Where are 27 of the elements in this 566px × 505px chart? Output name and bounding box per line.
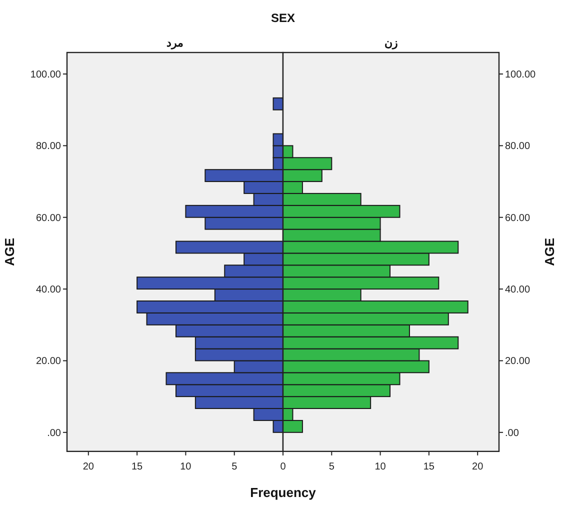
y-tick-label: 40.00 xyxy=(505,284,530,296)
x-tick-label: 0 xyxy=(280,461,286,472)
x-tick-label: 10 xyxy=(374,461,386,472)
y-tick-label: 60.00 xyxy=(505,212,530,224)
chart-subtitle: مرد xyxy=(166,38,184,50)
x-tick-label: 5 xyxy=(328,461,335,472)
y-tick-label: 80.00 xyxy=(36,141,62,152)
x-axis-title: Frequency xyxy=(250,485,317,500)
y-axis-title: AGE xyxy=(542,238,557,266)
y-tick-label: .00 xyxy=(505,428,520,439)
chart-subtitle: زن xyxy=(384,38,398,50)
y-tick-label: 80.00 xyxy=(505,141,530,152)
chart-title: SEX xyxy=(270,11,296,25)
x-tick-label: 15 xyxy=(423,461,435,472)
y-tick-label: 100.00 xyxy=(30,70,62,81)
x-tick-label: 5 xyxy=(232,461,238,472)
x-tick-label: 20 xyxy=(82,461,94,472)
y-axis-title: AGE xyxy=(2,238,17,266)
x-tick-label: 10 xyxy=(180,461,192,472)
y-tick-label: 40.00 xyxy=(36,284,62,296)
y-tick-label: 100.00 xyxy=(505,70,536,81)
x-tick-label: 20 xyxy=(472,461,484,472)
y-tick-label: .00 xyxy=(47,428,62,439)
x-tick-label: 15 xyxy=(131,461,144,472)
y-tick-label: 20.00 xyxy=(505,356,530,368)
y-tick-label: 20.00 xyxy=(36,356,62,368)
y-tick-label: 60.00 xyxy=(36,212,62,224)
